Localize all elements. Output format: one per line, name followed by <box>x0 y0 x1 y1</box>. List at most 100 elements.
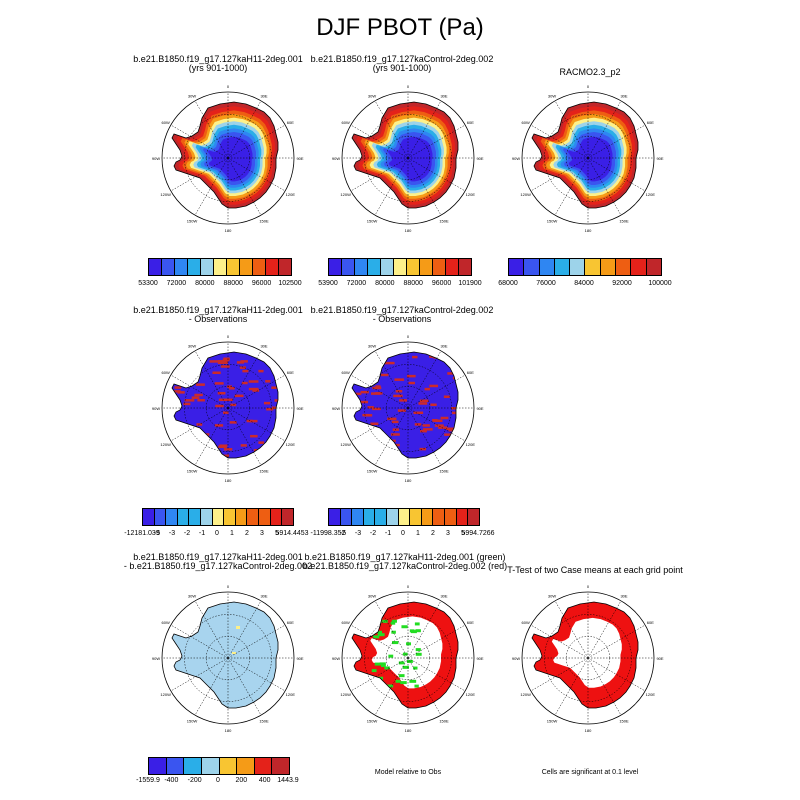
lon-label: 0 <box>407 334 410 339</box>
colorbar-labels-p5: -11998.352 -5 -3 -2 -1 0 1 2 3 5 5994.7266 <box>311 530 495 540</box>
lon-label: 150E <box>259 718 269 723</box>
colorbar-label: 80000 <box>375 280 395 287</box>
panel-title-p5: b.e21.B1850.f19_g17.127kaControl-2deg.00… <box>282 306 522 324</box>
lon-label: 120W <box>520 692 531 697</box>
colorbar-swatch <box>420 259 433 275</box>
colorbar-label: 72000 <box>346 280 367 287</box>
lon-label: 30E <box>440 94 447 99</box>
colorbar-label: 1 <box>230 530 234 537</box>
colorbar-swatch <box>224 509 236 525</box>
lon-label: 60W <box>162 120 170 125</box>
polar-map-p1: 0 30E 60E 90E 120E 150E 180 150W 120W 90W 60W 30W <box>152 84 304 233</box>
colorbar-label: -400 <box>164 777 179 784</box>
colorbar-swatch <box>468 509 479 525</box>
colorbar-label: 1443.9 <box>277 777 299 784</box>
lon-label: 150W <box>367 718 378 723</box>
lon-label: 0 <box>587 584 590 589</box>
lon-label: 60W <box>162 370 170 375</box>
colorbar-swatch <box>175 259 188 275</box>
colorbar-label: -3 <box>354 530 362 537</box>
lon-label: 90E <box>656 656 663 661</box>
colorbar-label: -5 <box>153 530 161 537</box>
colorbar-label: -2 <box>369 530 377 537</box>
lon-label: 90W <box>152 656 160 661</box>
lon-label: 150E <box>439 218 449 223</box>
colorbar-swatch <box>189 509 202 525</box>
lon-label: 180 <box>405 478 412 483</box>
lon-label: 180 <box>585 728 592 733</box>
colorbar-swatch <box>329 509 341 525</box>
lon-label: 120E <box>466 692 476 697</box>
colorbar-p3 <box>508 258 662 276</box>
lon-label: 120W <box>160 192 171 197</box>
lon-label: 90W <box>152 406 160 411</box>
colorbar-swatch <box>352 509 364 525</box>
lon-label: 30E <box>620 94 627 99</box>
panel-title-line2: - b.e21.B1850.f19_g17.127kaControl-2deg.… <box>123 561 313 571</box>
lon-label: 30W <box>548 594 556 599</box>
lon-label: 90E <box>296 156 303 161</box>
panel-title-p4: b.e21.B1850.f19_g17.127kaH11-2deg.001- O… <box>98 306 338 324</box>
colorbar-label: -200 <box>187 777 202 784</box>
panel-note-p9: Cells are significant at 0.1 level <box>541 769 639 776</box>
colorbar-swatch <box>259 509 271 525</box>
panel-title-line1: b.e21.B1850.f19_g17.127kaControl-2deg.00… <box>310 305 494 315</box>
colorbar-label: 5914.4453 <box>275 530 309 537</box>
colorbar-swatch <box>184 758 202 774</box>
colorbar-label: 102500 <box>278 280 302 287</box>
lon-label: 150W <box>187 718 198 723</box>
colorbar-swatch <box>407 259 420 275</box>
lon-label: 150E <box>619 218 629 223</box>
colorbar-label: 92000 <box>612 280 632 287</box>
colorbar-labels-p4: -12181.039 -5 -3 -2 -1 0 1 2 3 5 5914.4453 <box>124 530 308 540</box>
lon-label: 60E <box>287 370 294 375</box>
panel-title-line1: RACMO2.3_p2 <box>559 67 621 77</box>
lon-label: 150W <box>367 218 378 223</box>
lon-label: 30E <box>440 344 447 349</box>
colorbar-label: 2 <box>245 530 249 537</box>
lon-label: 90E <box>476 406 483 411</box>
lon-label: 150W <box>187 218 198 223</box>
colorbar-swatch <box>456 509 469 525</box>
colorbar-swatch <box>177 509 190 525</box>
lon-label: 60E <box>467 120 474 125</box>
colorbar-label: -1559.9 <box>136 777 160 784</box>
colorbar-swatch <box>445 509 457 525</box>
colorbar-labels-p1: 53300 72000 80000 88000 96000 102500 <box>138 280 301 290</box>
panel-title-p3: RACMO2.3_p2 <box>470 68 710 77</box>
colorbar-swatch <box>394 259 407 275</box>
lon-label: 0 <box>407 84 410 89</box>
panel-title-p9: T-Test of two Case means at each grid po… <box>470 566 720 575</box>
colorbar-swatch <box>212 509 225 525</box>
lon-label: 120E <box>646 692 656 697</box>
lon-label: 60E <box>287 120 294 125</box>
lon-label: 150W <box>187 468 198 473</box>
lon-label: 180 <box>405 228 412 233</box>
colorbar-label: 3 <box>260 530 264 537</box>
lon-label: 150E <box>259 468 269 473</box>
colorbar-labels-p2: 53900 72000 80000 88000 96000 101900 <box>318 280 481 290</box>
lon-label: 180 <box>225 728 232 733</box>
colorbar-swatch <box>433 259 446 275</box>
lon-label: 60E <box>467 620 474 625</box>
colorbar-swatch <box>446 259 459 275</box>
lon-label: 90E <box>656 156 663 161</box>
colorbar-swatch <box>162 259 175 275</box>
panel-title-line2: b.e21.B1850.f19_g17.127kaControl-2deg.00… <box>302 561 508 571</box>
lon-label: 120E <box>646 192 656 197</box>
colorbar-swatch <box>509 259 525 275</box>
lon-label: 30E <box>440 594 447 599</box>
polar-map-p8: 0 30E 60E 90E 120E 150E 180 150W 120W 90W 60W 30W <box>332 584 484 733</box>
panel-title-p8: b.e21.B1850.f19_g17.127kaH11-2deg.001 (g… <box>280 553 530 571</box>
colorbar-label: 100000 <box>648 280 672 287</box>
colorbar-swatch <box>188 259 201 275</box>
colorbar-swatch <box>143 509 155 525</box>
colorbar-p5 <box>328 508 480 526</box>
lon-label: 150E <box>259 218 269 223</box>
panel-title-p7: b.e21.B1850.f19_g17.127kaH11-2deg.001- b… <box>98 553 338 571</box>
polar-map-p2: 0 30E 60E 90E 120E 150E 180 150W 120W 90W 60W 30W <box>332 84 484 233</box>
panel-title-line1: T-Test of two Case means at each grid po… <box>507 565 683 575</box>
colorbar-swatch <box>254 758 273 774</box>
colorbar-labels-p3: 68000 76000 84000 92000 100000 <box>498 280 671 290</box>
colorbar-p2 <box>328 258 472 276</box>
